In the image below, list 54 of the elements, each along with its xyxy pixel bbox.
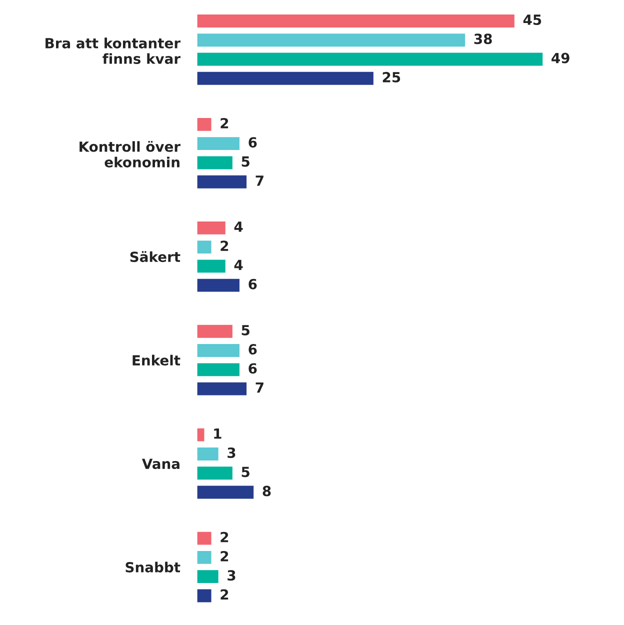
data-label: 1 (214, 428, 222, 439)
bar (197, 344, 240, 357)
data-label: 5 (242, 466, 250, 478)
data-label: 2 (220, 550, 228, 562)
bar (197, 382, 247, 396)
y-tick-label: Enkelt (132, 354, 180, 366)
bar (197, 448, 218, 460)
data-label: 2 (220, 532, 228, 542)
bar (197, 532, 212, 545)
bar (197, 428, 204, 442)
data-label: 6 (248, 363, 257, 374)
bar (197, 14, 514, 28)
data-label: 3 (228, 570, 236, 581)
bar (197, 550, 212, 564)
bar (197, 72, 374, 85)
bar (197, 324, 232, 338)
bar (197, 34, 466, 47)
data-label: 5 (242, 156, 250, 167)
data-label: 49 (552, 52, 570, 64)
bar (197, 137, 240, 150)
data-label: 8 (262, 486, 271, 496)
data-label: 2 (220, 118, 228, 128)
bar (197, 52, 543, 66)
data-label: 7 (256, 176, 264, 186)
y-tick-label: Kontroll över ekonomin (80, 140, 180, 168)
data-label: 5 (242, 325, 250, 336)
data-label: 2 (220, 240, 228, 251)
bar (197, 486, 254, 499)
y-tick-label: Bra att kontanter finns kvar (46, 38, 180, 64)
data-label: 6 (248, 344, 257, 355)
bar (197, 260, 226, 273)
bar (197, 466, 232, 480)
bar (197, 570, 218, 584)
bar (197, 240, 212, 254)
y-tick-label: Säkert (130, 251, 180, 262)
data-label: 6 (248, 278, 257, 290)
data-label: 2 (220, 589, 228, 600)
data-label: 4 (234, 260, 243, 270)
bar (197, 118, 212, 131)
bar (197, 175, 247, 188)
y-tick-label: Vana (142, 458, 180, 470)
bar (197, 156, 232, 170)
bar (197, 363, 240, 376)
bar (197, 221, 226, 234)
data-label: 6 (248, 137, 257, 148)
bar (197, 278, 240, 292)
data-label: 3 (228, 448, 236, 458)
data-label: 25 (382, 72, 400, 82)
y-tick-label: Snabbt (126, 562, 180, 572)
data-label: 45 (523, 14, 542, 26)
data-label: 7 (256, 382, 264, 393)
bar (197, 589, 212, 602)
data-label: 4 (234, 222, 243, 232)
data-label: 38 (474, 34, 492, 44)
